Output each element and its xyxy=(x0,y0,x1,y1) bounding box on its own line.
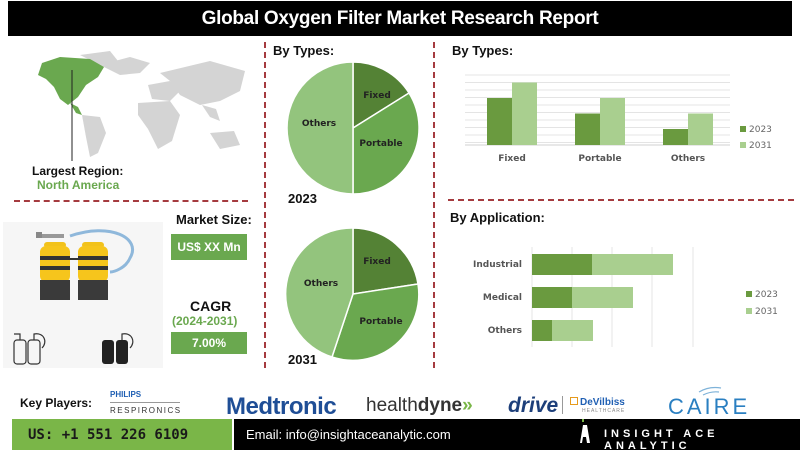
bar-app-cat-industrial: Industrial xyxy=(473,260,522,270)
bar-app-cat-others: Others xyxy=(488,326,522,336)
divider-right-horizontal xyxy=(448,199,794,201)
pie-2031-label-fixed: Fixed xyxy=(363,257,391,267)
pie-2031-label-portable: Portable xyxy=(359,317,402,327)
bar-types-cat-portable: Portable xyxy=(578,154,621,164)
pies-heading: By Types: xyxy=(273,43,335,58)
logo-separator xyxy=(562,396,563,414)
pie-chart-2031: Fixed Portable Others xyxy=(285,227,420,362)
logo-respironics-text: RESPIRONICS xyxy=(110,406,182,415)
logo-devilbiss-text: DeVilbiss xyxy=(570,397,625,408)
oxygen-cylinders-icon xyxy=(36,229,134,300)
logo-philips-swoosh xyxy=(110,402,180,403)
insight-ace-logo-icon xyxy=(580,419,590,443)
chevron-right-icon: » xyxy=(462,395,473,416)
logo-healthdyne: healthdyne» xyxy=(366,395,473,417)
bar-app-cat-medical: Medical xyxy=(483,293,522,303)
bar-chart-types: Fixed Portable Others 2023 2031 xyxy=(465,74,772,164)
cylinder-outline-icon xyxy=(13,333,46,365)
cagr-period: (2024-2031) xyxy=(172,314,238,328)
caire-wave-icon xyxy=(698,386,722,396)
logo-philips-respironics: PHILIPS RESPIRONICS xyxy=(110,390,190,418)
logo-devilbiss: DeVilbiss HEALTHCARE xyxy=(570,397,625,414)
bar-types-heading: By Types: xyxy=(452,43,514,58)
logo-healthdyne-part1: health xyxy=(366,395,418,416)
bar-types-legend-2031: 2031 xyxy=(749,141,772,151)
divider-left-horizontal xyxy=(14,200,248,202)
cagr-label: CAGR xyxy=(190,298,232,314)
report-title: Global Oxygen Filter Market Research Rep… xyxy=(8,1,792,36)
pie-chart-2023: Fixed Portable Others xyxy=(286,61,420,195)
pie-2023-year: 2023 xyxy=(288,191,317,206)
bar-app-legend-2031: 2031 xyxy=(755,307,778,317)
largest-region-label: Largest Region: xyxy=(32,164,124,178)
logo-medtronic: Medtronic xyxy=(226,393,337,420)
logo-caire: CAIRE xyxy=(668,394,751,419)
logo-drive: drive xyxy=(508,394,559,417)
email-bar: Email: info@insightaceanalytic.com xyxy=(234,419,800,450)
bar-app-heading: By Application: xyxy=(450,210,545,225)
email-text[interactable]: Email: info@insightaceanalytic.com xyxy=(246,427,451,442)
divider-left xyxy=(264,42,266,368)
divider-right xyxy=(433,42,435,368)
market-size-label: Market Size: xyxy=(176,212,252,227)
key-players-label: Key Players: xyxy=(20,396,93,410)
logo-healthdyne-part2: dyne xyxy=(417,395,463,416)
largest-region-value: North America xyxy=(37,178,120,192)
world-map-icon xyxy=(38,51,245,161)
logo-healthcare-text: HEALTHCARE xyxy=(582,408,626,414)
brand-name: INSIGHT ACE ANALYTIC xyxy=(604,428,719,450)
pie-2023-label-portable: Portable xyxy=(359,139,402,149)
bar-types-cat-fixed: Fixed xyxy=(498,154,526,164)
devilbiss-square-icon xyxy=(570,397,578,405)
pie-2031-label-others: Others xyxy=(304,279,338,289)
pie-2023-label-others: Others xyxy=(302,119,336,129)
pie-2031-year: 2031 xyxy=(288,352,317,367)
bar-app-legend-2023: 2023 xyxy=(755,290,778,300)
market-size-value: US$ XX Mn xyxy=(171,234,247,260)
bar-types-legend-2023: 2023 xyxy=(749,125,772,135)
cylinder-filled-icon xyxy=(102,333,134,364)
cagr-value: 7.00% xyxy=(171,332,247,354)
pie-2023-label-fixed: Fixed xyxy=(363,91,391,101)
bar-chart-application: Industrial Medical Others 2023 2031 xyxy=(473,247,778,347)
bar-types-cat-others: Others xyxy=(671,154,705,164)
phone-bar: US: +1 551 226 6109 xyxy=(12,419,232,450)
logo-philips-text: PHILIPS xyxy=(110,390,142,399)
